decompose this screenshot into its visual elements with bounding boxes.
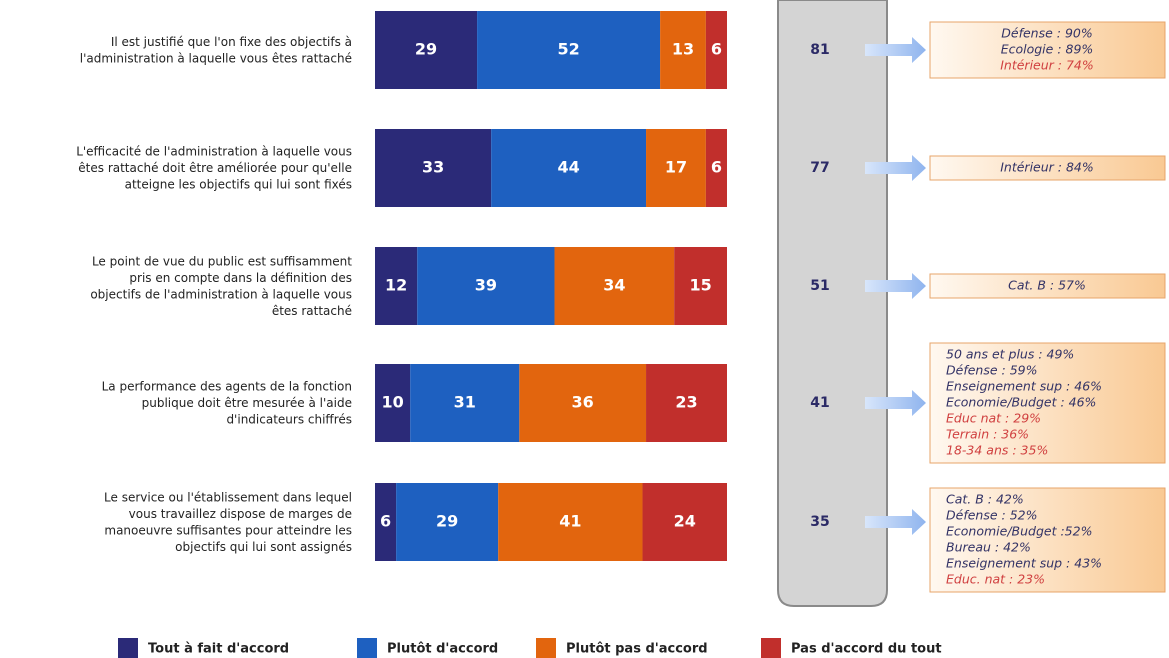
callout-text: Cat. B : 57% <box>1008 278 1086 293</box>
bar-segment <box>491 129 647 207</box>
value-label: 10 <box>381 393 403 412</box>
category-label: L'efficacité de l'administration à laque… <box>76 144 352 191</box>
value-label: 24 <box>674 512 696 531</box>
total-label: 51 <box>810 278 829 294</box>
bar-segment <box>705 129 727 207</box>
value-label: 39 <box>475 276 497 295</box>
value-label: 23 <box>675 393 697 412</box>
bar-segment <box>396 483 499 561</box>
legend-swatch <box>536 638 556 658</box>
callout-text: Educ. nat : 23% <box>946 572 1045 587</box>
legend-label: Pas d'accord du tout <box>791 642 942 657</box>
callout-text: Défense : 90% <box>1001 26 1092 41</box>
value-label: 6 <box>380 512 391 531</box>
legend-swatch <box>761 638 781 658</box>
value-label: 41 <box>559 512 581 531</box>
callout-text: Ecologie : 89% <box>1001 42 1094 57</box>
total-label: 41 <box>810 395 829 411</box>
callout-box <box>929 342 1166 464</box>
value-label: 17 <box>665 158 687 177</box>
callout-text: 18-34 ans : 35% <box>946 443 1048 458</box>
value-label: 36 <box>572 393 594 412</box>
bar-segment <box>642 483 727 561</box>
callout-text: Terrain : 36% <box>946 427 1029 442</box>
bar-segment <box>375 129 492 207</box>
category-label: Le point de vue du public est suffisamme… <box>90 254 352 318</box>
arrow <box>865 155 926 181</box>
callout-text: Intérieur : 84% <box>1000 160 1094 175</box>
total-label: 81 <box>810 42 829 58</box>
total-label: 77 <box>810 160 829 176</box>
category-label: Le service ou l'établissement dans leque… <box>104 490 352 554</box>
bar-segment <box>646 129 706 207</box>
value-label: 6 <box>711 40 722 59</box>
totals-panel <box>777 0 888 607</box>
legend-label: Plutôt pas d'accord <box>566 642 708 657</box>
callout-box <box>929 273 1166 299</box>
callout-box <box>929 21 1166 79</box>
value-label: 15 <box>689 276 711 295</box>
callout-text: Défense : 52% <box>946 508 1037 523</box>
callout-box <box>929 155 1166 181</box>
value-label: 13 <box>672 40 694 59</box>
bar-segment <box>410 364 520 442</box>
arrow <box>865 509 926 535</box>
legend-label: Tout à fait d'accord <box>148 642 289 657</box>
bar-segment <box>375 11 478 89</box>
callout-text: Intérieur : 74% <box>1000 58 1094 73</box>
bar-segment <box>674 247 727 325</box>
callout-text: Bureau : 42% <box>946 540 1031 555</box>
bar-segment <box>375 364 411 442</box>
bar-segment <box>477 11 661 89</box>
callout-text: Economie/Budget :52% <box>946 524 1092 539</box>
callout-text: Enseignement sup : 46% <box>946 379 1102 394</box>
legend-swatch <box>357 638 377 658</box>
bar-segment <box>375 247 418 325</box>
bar-segment <box>417 247 555 325</box>
value-label: 44 <box>557 158 579 177</box>
value-label: 29 <box>415 40 437 59</box>
bar-segment <box>646 364 727 442</box>
bar-segment <box>375 483 397 561</box>
callout-text: Economie/Budget : 46% <box>946 395 1096 410</box>
value-label: 34 <box>603 276 625 295</box>
callout-text: Cat. B : 42% <box>946 492 1024 507</box>
arrow <box>865 273 926 299</box>
callout-text: Défense : 59% <box>946 363 1037 378</box>
bar-segment <box>705 11 727 89</box>
arrow <box>865 390 926 416</box>
legend-label: Plutôt d'accord <box>387 642 498 657</box>
arrow <box>865 37 926 63</box>
value-label: 31 <box>454 393 476 412</box>
callout-box <box>929 487 1166 593</box>
legend-swatch <box>118 638 138 658</box>
category-label: La performance des agents de la fonction… <box>102 379 352 426</box>
value-label: 52 <box>557 40 579 59</box>
callout-text: Educ nat : 29% <box>946 411 1041 426</box>
bar-segment <box>519 364 647 442</box>
category-label: Il est justifié que l'on fixe des object… <box>80 34 352 65</box>
bar-segment <box>498 483 643 561</box>
value-label: 29 <box>436 512 458 531</box>
total-label: 35 <box>810 514 829 530</box>
bar-segment <box>660 11 706 89</box>
callout-text: Enseignement sup : 43% <box>946 556 1102 571</box>
value-label: 12 <box>385 276 407 295</box>
value-label: 33 <box>422 158 444 177</box>
value-label: 6 <box>711 158 722 177</box>
callout-text: 50 ans et plus : 49% <box>946 347 1074 362</box>
bar-segment <box>554 247 675 325</box>
